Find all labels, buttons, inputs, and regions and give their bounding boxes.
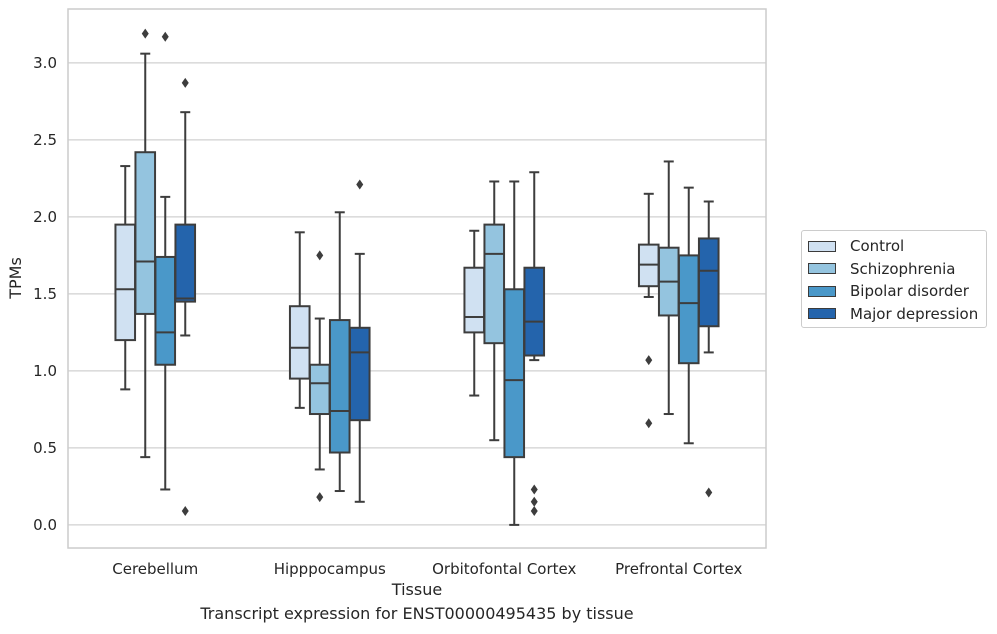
legend-swatch [808, 285, 836, 297]
outlier-point [181, 506, 189, 517]
outlier-point [316, 492, 324, 503]
box-iqr [308, 363, 331, 416]
box-group [348, 179, 371, 503]
legend-swatch [808, 240, 836, 252]
y-tick-label: 0.0 [33, 516, 57, 534]
y-tick-label: 1.5 [33, 285, 57, 303]
chart-caption: Transcript expression for ENST0000049543… [200, 604, 634, 623]
outlier-point [356, 179, 364, 190]
legend-label: Control [850, 237, 905, 256]
boxes [114, 28, 720, 526]
outlier-point [645, 355, 653, 366]
box-group [523, 171, 546, 517]
outlier-point [316, 250, 324, 261]
box-group [154, 31, 177, 491]
x-tick-label: Orbitofontal Cortex [432, 560, 576, 578]
legend-label: Bipolar disorder [850, 282, 969, 301]
box-iqr [503, 288, 526, 459]
y-tick-label: 3.0 [33, 54, 57, 72]
box-iqr [154, 255, 177, 366]
box-group [328, 211, 351, 493]
legend-label: Major depression [850, 304, 979, 323]
legend-item: Control [808, 235, 986, 258]
box-group [114, 165, 137, 391]
box-group [308, 250, 331, 503]
box-iqr [348, 326, 371, 422]
x-tick-label: Hipppocampus [274, 560, 386, 578]
y-tick-label: 1.0 [33, 362, 57, 380]
outlier-point [645, 418, 653, 429]
box-iqr [677, 254, 700, 365]
box-iqr [463, 266, 486, 334]
box-iqr [134, 151, 157, 315]
box-group [483, 180, 506, 442]
x-tick-label: Cerebellum [112, 560, 198, 578]
outlier-point [530, 506, 538, 517]
box-iqr [174, 223, 197, 303]
y-axis-label: TPMs [6, 257, 25, 300]
plot-frame [67, 8, 767, 549]
box-group [174, 77, 197, 517]
box-group [677, 186, 700, 445]
y-tick-label: 0.5 [33, 439, 57, 457]
outlier-point [705, 487, 713, 498]
outlier-point [530, 484, 538, 495]
outlier-point [181, 77, 189, 88]
box-group [503, 180, 526, 526]
box-group [134, 28, 157, 459]
y-tick-label: 2.5 [33, 131, 57, 149]
y-tick-label: 2.0 [33, 208, 57, 226]
x-tick-labels: Cerebellum Hipppocampus Orbitofontal Corte… [112, 560, 742, 578]
box-iqr [697, 237, 720, 328]
box-iqr [523, 266, 546, 357]
x-axis-label: Tissue [391, 580, 442, 599]
box-iqr [328, 319, 351, 454]
box-group [637, 192, 660, 429]
box-iqr [483, 223, 506, 345]
outlier-point [161, 31, 169, 42]
legend-item: Major depression [808, 303, 986, 326]
outlier-point [530, 496, 538, 507]
box-group [657, 160, 680, 416]
legend-label: Schizophrenia [850, 259, 956, 278]
legend-item: Bipolar disorder [808, 280, 986, 303]
box-iqr [288, 305, 311, 380]
x-tick-label: Prefrontal Cortex [615, 560, 742, 578]
box-iqr [114, 223, 137, 342]
outlier-point [141, 28, 149, 39]
box-group [697, 200, 720, 498]
legend: Control Schizophrenia Bipolar disorder Majo… [801, 230, 987, 328]
legend-swatch [808, 308, 836, 320]
legend-item: Schizophrenia [808, 258, 986, 281]
box-group [288, 231, 311, 409]
legend-swatch [808, 263, 836, 275]
y-tick-labels: 0.0 0.5 1.0 1.5 2.0 2.5 3.0 [33, 54, 57, 534]
